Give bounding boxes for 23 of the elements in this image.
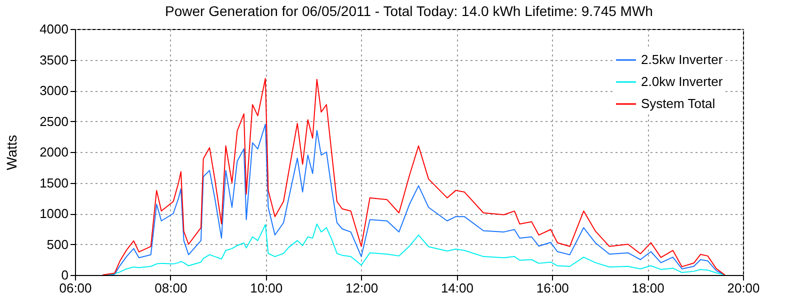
x-tick-label: 18:00 xyxy=(632,280,664,296)
line-series xyxy=(102,78,726,275)
legend-label: 2.5kw Inverter xyxy=(641,52,724,67)
y-tick-label: 0 xyxy=(61,268,68,282)
legend-label: System Total xyxy=(641,96,716,111)
x-tick-label: 16:00 xyxy=(536,280,569,296)
y-axis-title: Watts xyxy=(4,134,20,170)
y-tick-label: 500 xyxy=(46,236,68,252)
legend-label: 2.0kw Inverter xyxy=(641,74,724,89)
x-tick-label: 08:00 xyxy=(154,280,188,296)
y-tick-label: 4000 xyxy=(40,22,68,36)
y-tick-label: 3500 xyxy=(40,52,68,68)
x-tick-label: 14:00 xyxy=(440,280,474,296)
x-tick-label: 06:00 xyxy=(59,280,92,296)
y-tick-label: 2500 xyxy=(40,114,68,129)
y-tick-label: 2000 xyxy=(40,144,68,160)
x-tick-label: 12:00 xyxy=(346,280,378,296)
y-tick-label: 1000 xyxy=(40,206,68,221)
chart-title: Power Generation for 06/05/2011 - Total Today: 14.0 kWh Lifetime: 9.745 MWh xyxy=(165,3,653,19)
y-tick-label: 3000 xyxy=(40,83,68,98)
x-tick-label: 10:00 xyxy=(250,280,283,296)
x-tick-label: 20:00 xyxy=(727,280,760,296)
y-tick-label: 1500 xyxy=(40,175,68,190)
